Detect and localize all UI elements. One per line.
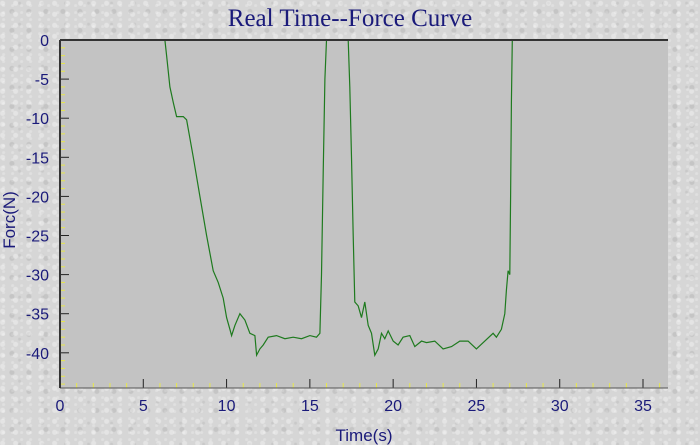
y-tick-label: -15 bbox=[26, 150, 49, 167]
x-tick-label: 25 bbox=[468, 398, 486, 415]
tick-labels: 0 5 10 15 20 25 30 35 0 -5 -10 -15 -20 -25 -30 -35 -40 bbox=[26, 33, 652, 415]
y-axis-label: Forc(N) bbox=[0, 191, 19, 249]
y-tick-label: -40 bbox=[26, 346, 49, 363]
x-tick-label: 30 bbox=[551, 398, 569, 415]
x-tick-label: 10 bbox=[218, 398, 236, 415]
x-axis-label: Time(s) bbox=[336, 426, 393, 445]
chart-title: Real Time--Force Curve bbox=[228, 5, 472, 32]
y-tick-label: -5 bbox=[35, 72, 49, 89]
y-tick-label: -35 bbox=[26, 307, 49, 324]
x-tick-label: 20 bbox=[384, 398, 402, 415]
plot-area bbox=[60, 40, 668, 388]
y-tick-label: -10 bbox=[26, 111, 49, 128]
y-tick-label: -25 bbox=[26, 229, 49, 246]
force-curve-line bbox=[347, 40, 513, 358]
y-tick-label: 0 bbox=[40, 33, 49, 50]
series-layer bbox=[164, 40, 513, 358]
x-tick-label: 5 bbox=[139, 398, 148, 415]
x-tick-label: 0 bbox=[56, 398, 65, 415]
force-curve-line bbox=[164, 40, 328, 358]
x-tick-label: 15 bbox=[301, 398, 319, 415]
x-tick-label: 35 bbox=[634, 398, 652, 415]
y-tick-label: -20 bbox=[26, 189, 49, 206]
y-tick-label: -30 bbox=[26, 268, 49, 285]
